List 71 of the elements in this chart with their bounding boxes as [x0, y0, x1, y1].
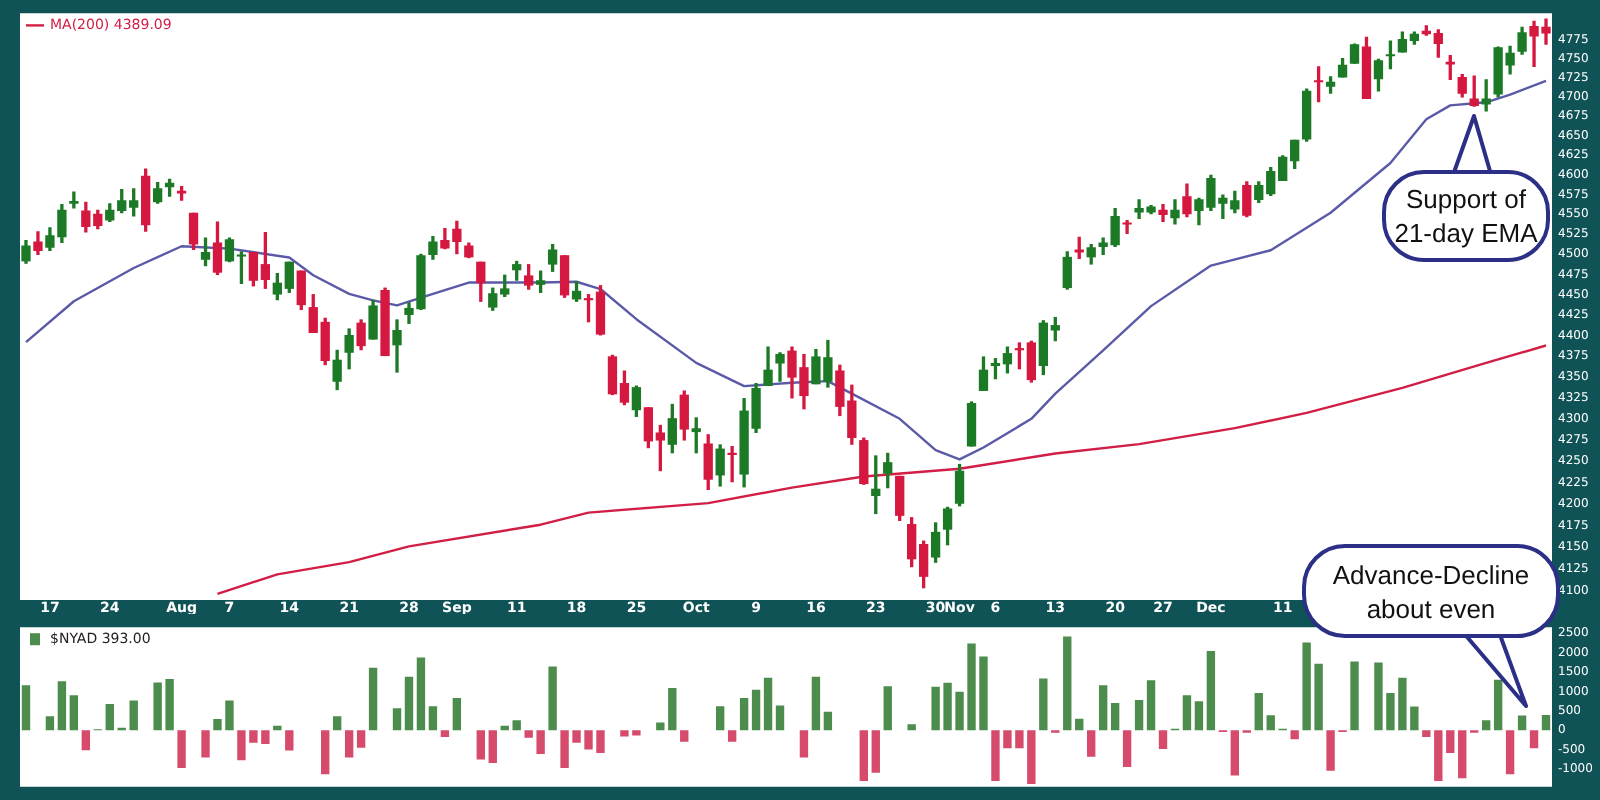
bar	[1230, 730, 1240, 776]
bar	[392, 708, 402, 731]
bar	[1505, 730, 1515, 775]
bar	[823, 711, 833, 731]
bar	[428, 706, 438, 731]
bar	[1541, 715, 1551, 731]
bar	[907, 724, 916, 731]
bar	[859, 730, 868, 781]
bar	[452, 698, 462, 731]
bar	[201, 730, 210, 758]
bar	[1063, 636, 1072, 731]
bar	[81, 730, 91, 751]
bar	[727, 730, 737, 742]
bar	[1266, 715, 1275, 731]
candlestick	[69, 191, 79, 209]
bar	[416, 657, 426, 731]
bar	[332, 716, 342, 731]
bar	[1458, 730, 1467, 779]
bar	[680, 730, 689, 742]
annotation: Advance-Decline about even	[1306, 546, 1556, 636]
bar	[273, 725, 282, 731]
bar	[105, 703, 114, 731]
candlestick	[727, 446, 737, 483]
bar	[57, 681, 67, 731]
bar	[715, 706, 725, 731]
bar	[488, 730, 497, 764]
bar	[21, 685, 31, 731]
bar	[177, 730, 186, 769]
bar	[871, 730, 880, 773]
bar	[1134, 699, 1144, 731]
bar	[344, 730, 354, 758]
bar	[1158, 730, 1168, 750]
annotation: Support of 21-day EMA	[1386, 172, 1546, 260]
bar	[440, 730, 450, 737]
bar	[1446, 730, 1455, 753]
bar	[1182, 695, 1192, 731]
bar	[1529, 730, 1539, 749]
bar	[1075, 718, 1084, 731]
bar	[799, 730, 809, 758]
bar	[321, 730, 330, 775]
bar	[883, 686, 892, 731]
bar	[548, 666, 557, 731]
bar	[1194, 701, 1204, 731]
bar	[739, 698, 749, 731]
bar	[1290, 730, 1299, 740]
bar	[1098, 685, 1108, 731]
bar	[1110, 703, 1120, 731]
bar	[1146, 680, 1156, 731]
bar	[763, 677, 773, 731]
bar	[1493, 679, 1503, 731]
bar	[751, 689, 761, 731]
bar	[1481, 720, 1491, 731]
bar	[1254, 692, 1263, 731]
candlestick	[1122, 220, 1132, 235]
bar	[775, 705, 785, 731]
bar	[285, 730, 294, 751]
bar	[404, 676, 414, 731]
bar	[512, 720, 521, 731]
bar	[129, 700, 138, 731]
bar	[476, 730, 485, 760]
bar	[45, 716, 55, 731]
bar	[1517, 715, 1527, 731]
bar	[356, 730, 366, 748]
bar	[1206, 650, 1216, 731]
bar	[811, 676, 821, 731]
bar	[1087, 730, 1096, 757]
bar	[1350, 661, 1359, 731]
bar	[1039, 678, 1048, 731]
bar	[1122, 730, 1132, 767]
bar	[368, 667, 378, 731]
bar	[69, 695, 79, 731]
